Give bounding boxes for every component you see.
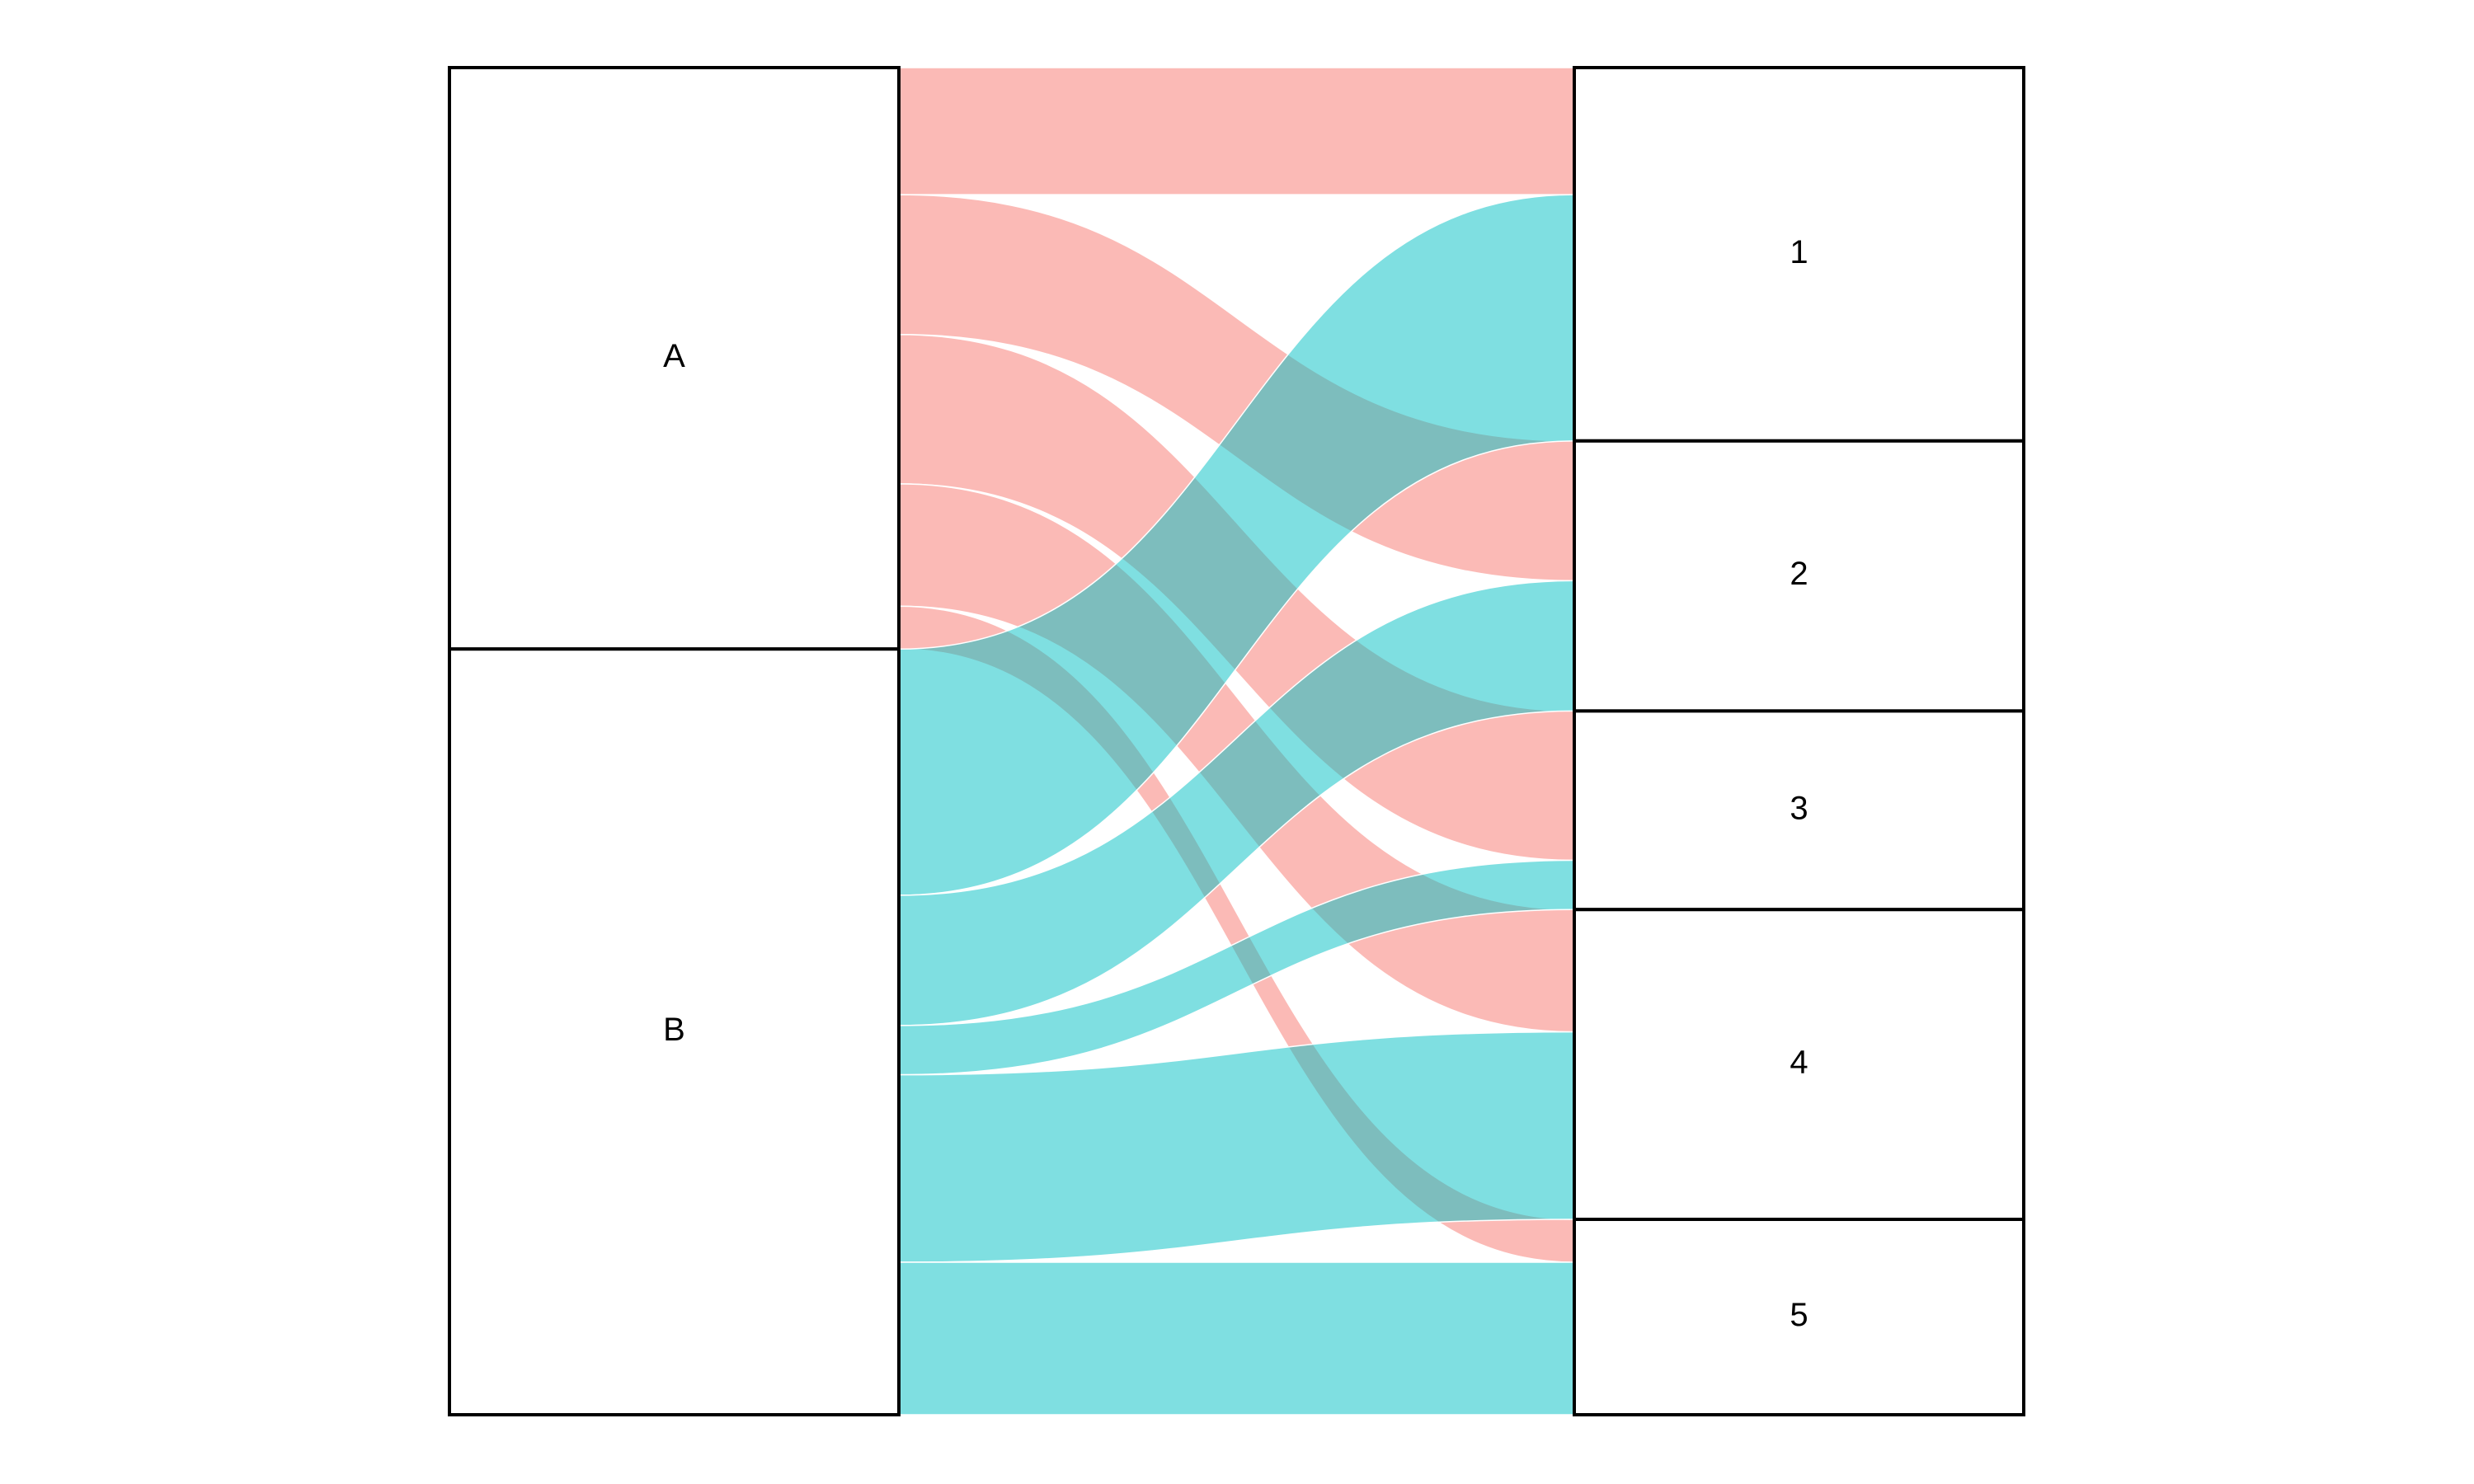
stratum <box>448 647 901 1416</box>
stratum-label: 2 <box>1790 556 1808 592</box>
stratum <box>448 66 901 651</box>
stratum <box>1573 709 2025 912</box>
stratum-label: A <box>663 338 685 374</box>
stratum <box>1573 1217 2025 1416</box>
flow <box>898 67 1575 195</box>
stratum-label: 1 <box>1790 234 1808 270</box>
stratum-label: B <box>663 1012 685 1048</box>
stratum-label: 4 <box>1790 1045 1808 1081</box>
stratum <box>1573 439 2025 713</box>
flow <box>898 1261 1575 1416</box>
stratum-label: 3 <box>1790 790 1808 826</box>
stratum <box>1573 908 2025 1221</box>
stratum-label: 5 <box>1790 1297 1808 1333</box>
